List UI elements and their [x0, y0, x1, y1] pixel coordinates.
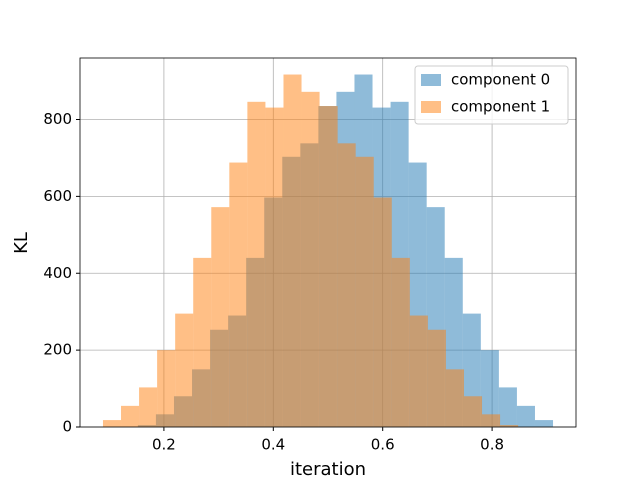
legend-label: component 1 — [451, 98, 550, 116]
histogram-bar — [500, 425, 519, 427]
histogram-bar — [265, 107, 284, 427]
histogram-bar — [534, 420, 554, 427]
histogram-bar — [391, 257, 410, 427]
histogram-bar — [498, 387, 517, 427]
plot-frame — [79, 57, 577, 428]
histogram-bar — [102, 420, 122, 427]
legend-swatch — [421, 101, 441, 113]
y-tick-label: 800 — [43, 110, 72, 128]
histogram-bar — [229, 162, 248, 428]
histogram-bar — [463, 396, 483, 427]
y-tick-label: 400 — [43, 264, 72, 282]
histogram-bar — [157, 350, 176, 427]
legend-label: component 0 — [451, 71, 550, 89]
y-axis-label: KL — [11, 232, 32, 254]
y-tick-label: 0 — [62, 418, 72, 436]
histogram-bar — [373, 197, 392, 427]
histogram-bar — [355, 156, 374, 428]
histogram-bar — [319, 106, 338, 427]
legend-box — [414, 65, 569, 125]
histogram-bar — [121, 405, 140, 427]
x-tick-label: 0.8 — [480, 436, 504, 454]
x-tick-label: 0.4 — [261, 436, 285, 454]
histogram-bar — [301, 91, 320, 427]
histogram-bar — [516, 405, 535, 427]
histogram-bar — [193, 257, 212, 427]
y-tick-label: 200 — [43, 341, 72, 359]
histogram-bar — [480, 350, 499, 427]
y-tick-label: 600 — [43, 187, 72, 205]
histogram-bar — [482, 414, 501, 427]
histogram-bar — [283, 74, 302, 427]
histogram-bar — [139, 387, 158, 427]
legend-swatch — [421, 74, 441, 86]
histogram-bar — [427, 329, 446, 427]
x-tick-label: 0.6 — [371, 436, 395, 454]
x-tick-label: 0.2 — [152, 436, 176, 454]
x-axis-label: iteration — [290, 459, 366, 480]
histogram-bar — [247, 101, 266, 427]
histogram-bar — [211, 207, 230, 427]
histogram-bar — [445, 369, 464, 427]
histogram-bar — [175, 313, 194, 427]
histogram-bar — [409, 315, 428, 427]
histogram-bar — [337, 143, 356, 428]
